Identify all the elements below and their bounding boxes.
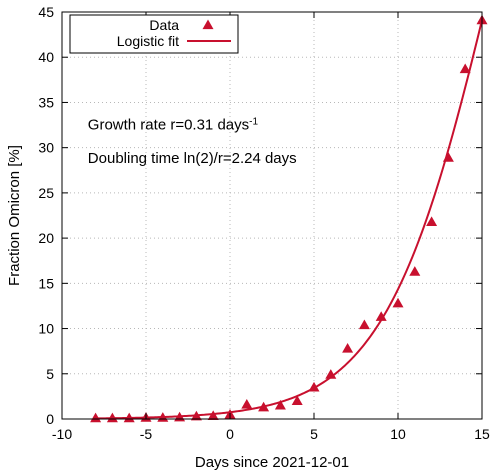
legend-box xyxy=(69,14,239,54)
y-tick-label: 10 xyxy=(38,321,54,337)
data-point xyxy=(258,401,270,412)
y-axis-label: Fraction Omicron [%] xyxy=(6,145,23,286)
y-tick-label: 25 xyxy=(38,185,54,201)
x-tick-label: -5 xyxy=(140,426,153,442)
annotation-2: Doubling time ln(2)/r=2.24 days xyxy=(88,150,297,167)
x-tick-label: 10 xyxy=(390,426,406,442)
data-point xyxy=(207,410,219,420)
y-tick-label: 45 xyxy=(38,4,54,20)
x-tick-label: 0 xyxy=(226,426,234,442)
data-point xyxy=(274,399,286,410)
legend-marker-data xyxy=(202,19,214,30)
data-point xyxy=(358,319,370,330)
data-point xyxy=(308,381,320,392)
x-tick-label: -10 xyxy=(52,426,72,442)
fit-layer xyxy=(93,19,483,420)
grid xyxy=(62,12,482,419)
axis-ticks: -10 -5 0 5 10 15 0 5 10 15 20 25 30 35 40 45 xyxy=(38,4,490,442)
data-point xyxy=(190,410,202,421)
annotations: Growth rate r=0.31 days-1 Doubling time l… xyxy=(88,116,297,167)
y-tick-label: 15 xyxy=(38,275,54,291)
data-point xyxy=(459,63,471,74)
data-points xyxy=(90,14,488,423)
y-tick-label: 35 xyxy=(38,94,54,110)
data-point xyxy=(426,216,438,226)
data-point xyxy=(325,369,337,379)
y-tick-label: 30 xyxy=(38,140,54,156)
legend-label-data: Data xyxy=(149,17,179,33)
y-tick-label: 0 xyxy=(46,411,54,427)
data-point xyxy=(392,297,404,308)
data-point xyxy=(123,412,135,423)
data-point xyxy=(375,311,387,321)
y-tick-label: 40 xyxy=(38,49,54,65)
y-tick-label: 5 xyxy=(46,366,54,382)
x-tick-label: 15 xyxy=(474,426,490,442)
annotation-1: Growth rate r=0.31 days-1 xyxy=(88,116,259,134)
data-point xyxy=(442,152,454,162)
data-point xyxy=(409,266,421,276)
data-point xyxy=(291,395,303,406)
x-tick-label: 5 xyxy=(310,426,318,442)
data-point xyxy=(106,412,118,423)
legend-label-fit: Logistic fit xyxy=(117,33,179,49)
y-tick-label: 20 xyxy=(38,230,54,246)
x-axis-label: Days since 2021-12-01 xyxy=(195,454,349,471)
data-point xyxy=(241,399,253,409)
data-point xyxy=(90,412,102,423)
plot-frame xyxy=(61,11,483,420)
data-point xyxy=(342,342,354,353)
logistic-fit-line xyxy=(93,19,483,420)
